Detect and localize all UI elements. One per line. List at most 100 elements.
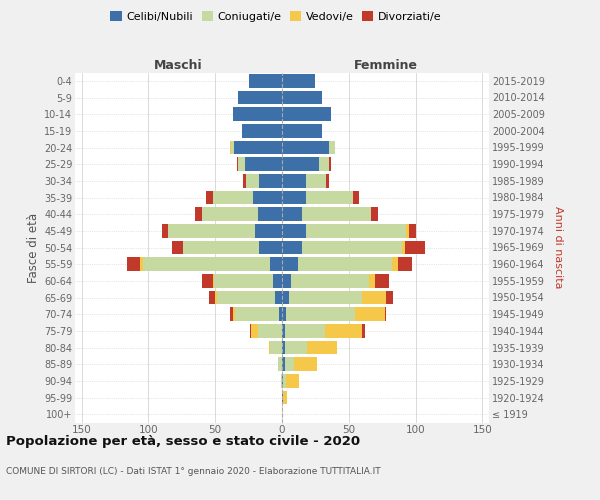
Bar bbox=[275, 290, 282, 304]
Bar bbox=[282, 358, 284, 371]
Bar bbox=[202, 274, 212, 287]
Bar bbox=[402, 240, 405, 254]
Bar bbox=[253, 190, 282, 204]
Bar bbox=[282, 224, 306, 237]
Bar bbox=[209, 290, 215, 304]
Bar bbox=[302, 208, 371, 221]
Bar bbox=[282, 90, 322, 104]
Bar bbox=[215, 290, 217, 304]
Bar bbox=[169, 224, 255, 237]
Bar bbox=[183, 240, 259, 254]
Bar bbox=[282, 158, 319, 171]
Bar bbox=[280, 308, 282, 321]
Bar bbox=[306, 224, 406, 237]
Bar bbox=[282, 324, 284, 338]
Bar bbox=[214, 274, 272, 287]
Bar bbox=[398, 258, 412, 271]
Legend: Celibi/Nubili, Coniugati/e, Vedovi/e, Divorziati/e: Celibi/Nubili, Coniugati/e, Vedovi/e, Di… bbox=[107, 8, 445, 25]
Bar bbox=[259, 240, 282, 254]
Bar bbox=[282, 208, 302, 221]
Bar bbox=[282, 74, 316, 88]
Bar bbox=[325, 324, 362, 338]
Bar bbox=[282, 258, 298, 271]
Bar bbox=[282, 124, 322, 138]
Bar bbox=[230, 308, 233, 321]
Bar bbox=[329, 158, 331, 171]
Bar bbox=[270, 258, 282, 271]
Bar bbox=[326, 174, 329, 188]
Bar bbox=[409, 224, 416, 237]
Bar bbox=[140, 258, 143, 271]
Bar bbox=[369, 274, 376, 287]
Bar bbox=[376, 274, 389, 287]
Bar bbox=[212, 274, 214, 287]
Bar bbox=[362, 324, 365, 338]
Bar bbox=[248, 74, 282, 88]
Bar bbox=[258, 208, 282, 221]
Bar bbox=[371, 208, 378, 221]
Bar bbox=[286, 308, 355, 321]
Bar bbox=[284, 340, 307, 354]
Bar bbox=[282, 140, 329, 154]
Bar bbox=[230, 140, 231, 154]
Bar bbox=[270, 340, 282, 354]
Bar bbox=[246, 174, 259, 188]
Text: COMUNE DI SIRTORI (LC) - Dati ISTAT 1° gennaio 2020 - Elaborazione TUTTITALIA.IT: COMUNE DI SIRTORI (LC) - Dati ISTAT 1° g… bbox=[6, 468, 380, 476]
Bar bbox=[172, 240, 183, 254]
Bar bbox=[282, 274, 292, 287]
Bar bbox=[282, 340, 284, 354]
Bar bbox=[255, 224, 282, 237]
Bar bbox=[306, 190, 353, 204]
Bar bbox=[236, 158, 238, 171]
Bar bbox=[233, 308, 235, 321]
Text: Femmine: Femmine bbox=[353, 58, 418, 71]
Bar bbox=[307, 340, 337, 354]
Bar bbox=[392, 258, 398, 271]
Bar bbox=[238, 158, 245, 171]
Bar bbox=[284, 324, 325, 338]
Bar bbox=[281, 374, 282, 388]
Y-axis label: Anni di nascita: Anni di nascita bbox=[553, 206, 563, 288]
Bar bbox=[245, 158, 282, 171]
Bar bbox=[258, 324, 282, 338]
Bar bbox=[282, 190, 306, 204]
Bar bbox=[284, 358, 294, 371]
Text: Maschi: Maschi bbox=[154, 58, 203, 71]
Bar bbox=[250, 324, 251, 338]
Bar bbox=[231, 140, 234, 154]
Y-axis label: Fasce di età: Fasce di età bbox=[26, 212, 40, 282]
Bar bbox=[292, 274, 369, 287]
Bar bbox=[127, 258, 140, 271]
Bar bbox=[306, 174, 326, 188]
Bar bbox=[282, 390, 283, 404]
Bar bbox=[406, 224, 409, 237]
Bar bbox=[282, 240, 302, 254]
Bar bbox=[329, 140, 335, 154]
Bar bbox=[283, 390, 287, 404]
Text: Popolazione per età, sesso e stato civile - 2020: Popolazione per età, sesso e stato civil… bbox=[6, 435, 360, 448]
Bar bbox=[289, 290, 362, 304]
Bar bbox=[259, 174, 282, 188]
Bar bbox=[233, 108, 282, 121]
Bar bbox=[302, 240, 402, 254]
Bar bbox=[278, 358, 282, 371]
Bar bbox=[235, 308, 280, 321]
Bar bbox=[386, 290, 393, 304]
Bar bbox=[355, 308, 385, 321]
Bar bbox=[298, 258, 392, 271]
Bar bbox=[251, 324, 258, 338]
Bar bbox=[405, 240, 425, 254]
Bar bbox=[283, 374, 286, 388]
Bar bbox=[282, 308, 286, 321]
Bar bbox=[353, 190, 359, 204]
Bar bbox=[162, 224, 169, 237]
Bar bbox=[206, 190, 212, 204]
Bar bbox=[272, 274, 282, 287]
Bar bbox=[282, 290, 289, 304]
Bar bbox=[242, 124, 282, 138]
Bar bbox=[202, 208, 258, 221]
Bar bbox=[143, 258, 270, 271]
Bar bbox=[294, 358, 317, 371]
Bar bbox=[282, 174, 306, 188]
Bar bbox=[238, 90, 282, 104]
